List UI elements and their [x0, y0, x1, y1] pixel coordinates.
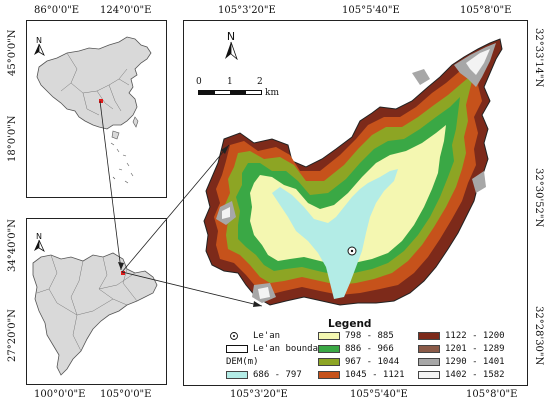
main-north-letter: N [227, 30, 235, 43]
scale-label-2: 2 [257, 77, 263, 87]
swatch-3 [318, 358, 340, 366]
swatch-1 [318, 332, 340, 340]
main-top-tick-1: 105°5'40"E [342, 5, 400, 16]
bottom-left-bottom-tick-0: 100°0'0"E [34, 389, 86, 400]
scale-unit: km [265, 88, 279, 98]
legend-class-7-label: 1290 - 1401 [445, 357, 505, 367]
province-map [26, 218, 167, 385]
legend-boundary: Le'an boundary [226, 344, 329, 354]
callout-line-china-to-province [99, 100, 122, 271]
legend-class-3: 967 - 1044 [318, 357, 399, 367]
main-right-tick-0: 32°33'14"N [533, 28, 544, 88]
main-north-arrow: N [222, 30, 240, 64]
legend-class-0: 686 - 797 [226, 370, 302, 380]
top-left-top-tick-1: 124°0'0"E [100, 5, 152, 16]
main-top-tick-0: 105°3'20"E [218, 5, 276, 16]
legend-point-label: Le'an [253, 331, 281, 341]
boundary-swatch [226, 345, 248, 353]
legend-boundary-label: Le'an boundary [253, 344, 329, 354]
north-arrow-bottom-left: N [32, 232, 46, 256]
legend-class-8-label: 1402 - 1582 [445, 370, 505, 380]
swatch-6 [418, 345, 440, 353]
legend-class-8: 1402 - 1582 [418, 370, 505, 380]
main-bottom-tick-0: 105°3'20"E [230, 389, 288, 400]
legend-class-4: 1045 - 1121 [318, 370, 405, 380]
scale-label-0: 0 [196, 77, 202, 87]
swatch-4 [318, 371, 340, 379]
legend-class-4-label: 1045 - 1121 [345, 370, 405, 380]
swatch-8 [418, 371, 440, 379]
north-letter-top-left: N [36, 36, 42, 45]
main-bottom-tick-1: 105°5'40"E [350, 389, 408, 400]
legend-class-6: 1201 - 1289 [418, 344, 505, 354]
china-overview-map [26, 20, 167, 198]
callout-line-to-main-top [121, 144, 230, 273]
legend-point: Le'an [226, 331, 280, 341]
point-symbol-icon [230, 332, 238, 340]
swatch-5 [418, 332, 440, 340]
main-bottom-tick-2: 105°8'0"E [466, 389, 518, 400]
top-left-top-tick-0: 86°0'0"E [34, 5, 80, 16]
swatch-2 [318, 345, 340, 353]
legend-dem-label: DEM(m) [226, 357, 259, 367]
legend-class-5: 1122 - 1200 [418, 331, 505, 341]
legend-class-2-label: 886 - 966 [345, 344, 394, 354]
swatch-0 [226, 371, 248, 379]
swatch-7 [418, 358, 440, 366]
legend-class-6-label: 1201 - 1289 [445, 344, 505, 354]
legend-class-1: 798 - 885 [318, 331, 394, 341]
legend-class-0-label: 686 - 797 [253, 370, 302, 380]
north-letter-bottom-left: N [36, 232, 42, 241]
province-outline [32, 252, 158, 376]
legend-class-2: 886 - 966 [318, 344, 394, 354]
legend-class-1-label: 798 - 885 [345, 331, 394, 341]
main-right-tick-2: 32°28'30"N [533, 306, 544, 366]
study-area-marker [99, 99, 103, 103]
legend-class-7: 1290 - 1401 [418, 357, 505, 367]
scale-bar: 0 1 2 km [196, 78, 286, 100]
main-right-tick-1: 32°30'52"N [533, 168, 544, 228]
lean-point-marker [347, 246, 357, 256]
scale-label-1: 1 [227, 77, 233, 87]
legend-dem-title: DEM(m) [226, 357, 259, 367]
dem-raster [203, 38, 503, 306]
legend-class-5-label: 1122 - 1200 [445, 331, 505, 341]
legend-title: Legend [328, 318, 372, 330]
legend-class-3-label: 967 - 1044 [345, 357, 400, 367]
main-top-tick-2: 105°8'0"E [460, 5, 512, 16]
north-arrow-top-left: N [32, 36, 46, 60]
study-area-marker-province [121, 271, 125, 275]
main-dem-map [183, 20, 528, 386]
callout-line-to-main-bottom [121, 271, 263, 307]
bottom-left-bottom-tick-1: 105°0'0"E [100, 389, 152, 400]
china-outline [36, 36, 152, 184]
